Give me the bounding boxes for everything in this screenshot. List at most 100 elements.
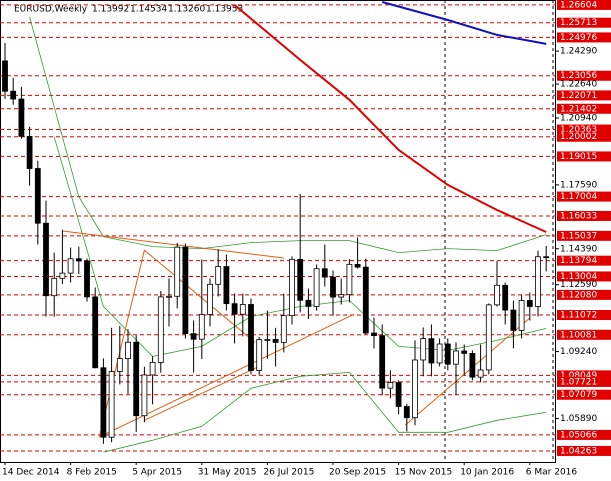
candle-body	[256, 339, 263, 371]
overlay-line	[404, 317, 531, 426]
level-label-box	[557, 32, 611, 43]
overlay-line	[233, 4, 547, 233]
candle-body	[510, 309, 517, 331]
level-label: 1.23056	[560, 71, 597, 81]
level-label-box	[557, 445, 611, 456]
x-tick-label: 15 Nov 2015	[395, 468, 453, 478]
level-label-box	[557, 70, 611, 81]
candle-body	[207, 283, 213, 315]
level-label: 1.17004	[560, 192, 597, 202]
candle-body	[223, 266, 230, 305]
y-tick-label: 1.20940	[560, 113, 597, 123]
candle-body	[379, 335, 386, 389]
level-label: 1.04263	[560, 446, 597, 456]
title-value: 1.13992	[92, 5, 129, 15]
candle-body	[10, 90, 17, 100]
level-label-box	[557, 0, 611, 10]
candle-body	[305, 299, 312, 307]
candle-body	[248, 304, 254, 371]
candle-body	[453, 350, 459, 365]
candle-body	[321, 268, 328, 278]
level-label-box	[557, 131, 611, 142]
level-label-box	[557, 271, 611, 282]
level-label-box	[557, 255, 611, 266]
level-label: 1.07079	[560, 390, 597, 400]
candle-body	[420, 338, 427, 361]
candle-body	[231, 303, 238, 315]
level-label: 1.25713	[560, 18, 597, 28]
candle-body	[535, 256, 541, 307]
candle-body	[313, 268, 320, 307]
candle-body	[100, 367, 107, 438]
title-value: 1.14534	[130, 5, 167, 15]
level-label-box	[557, 90, 611, 101]
candle-body	[412, 359, 418, 419]
level-label: 1.13004	[560, 272, 597, 282]
candle-body	[403, 406, 410, 419]
level-label: 1.24976	[560, 33, 597, 43]
candle-body	[543, 256, 550, 259]
candle-body	[469, 352, 476, 378]
candle-body	[133, 341, 140, 417]
overlay-line	[381, 1, 547, 45]
level-label: 1.19015	[560, 152, 597, 162]
candle-body	[264, 339, 271, 341]
candle-body	[436, 343, 443, 364]
candle-body	[166, 295, 172, 298]
overlay-line	[144, 365, 260, 421]
candle-body	[190, 333, 197, 340]
y-tick-label: 1.12590	[560, 280, 597, 290]
candle-body	[346, 263, 353, 296]
candle-body	[215, 266, 222, 285]
candle-body	[108, 371, 115, 438]
level-label: 1.21402	[560, 104, 597, 114]
candle-body	[43, 222, 49, 297]
candle-body	[518, 300, 525, 331]
y-tick-label: 1.24290	[560, 47, 597, 57]
level-label-box	[557, 124, 611, 135]
candle-body	[75, 258, 82, 262]
candle-body	[141, 374, 148, 417]
level-label: 1.20002	[560, 132, 597, 142]
level-label: 1.13794	[560, 256, 597, 266]
title-value: 1.13260	[168, 5, 205, 15]
candle-body	[149, 361, 156, 376]
candle-body	[297, 258, 304, 301]
x-tick-label: 8 Feb 2015	[67, 468, 117, 478]
level-label: 1.10081	[560, 330, 597, 340]
candle-body	[354, 263, 361, 268]
y-tick-label: 1.22640	[560, 80, 597, 90]
candle-body	[371, 332, 377, 337]
candle-body	[2, 60, 8, 92]
level-label-box	[557, 151, 611, 162]
level-label-box	[557, 17, 611, 28]
x-tick-label: 14 Dec 2014	[2, 468, 60, 478]
candle-body	[444, 343, 451, 365]
level-label: 1.20363	[560, 125, 597, 135]
candle-body	[18, 98, 25, 137]
candle-body	[485, 304, 492, 371]
y-tick-label: 1.14390	[560, 244, 597, 254]
candle-body	[494, 284, 500, 306]
overlay-line	[29, 16, 547, 254]
y-tick-label: 1.09240	[560, 347, 597, 357]
candle-body	[461, 350, 468, 354]
level-label-box	[557, 191, 611, 202]
x-tick-label: 26 Jul 2015	[263, 468, 314, 478]
candle-body	[174, 246, 181, 297]
candle-body	[526, 300, 533, 307]
level-label-box	[557, 310, 611, 321]
candle-body	[239, 304, 246, 315]
candle-body	[198, 314, 205, 340]
candle-body	[59, 272, 66, 279]
candle-body	[67, 258, 74, 274]
candle-body	[272, 339, 279, 343]
level-label-box	[557, 389, 611, 400]
level-label-box	[557, 429, 611, 440]
candle-body	[395, 382, 402, 407]
candle-body	[182, 246, 189, 335]
candle-body	[289, 258, 295, 317]
level-label: 1.22071	[560, 91, 597, 101]
